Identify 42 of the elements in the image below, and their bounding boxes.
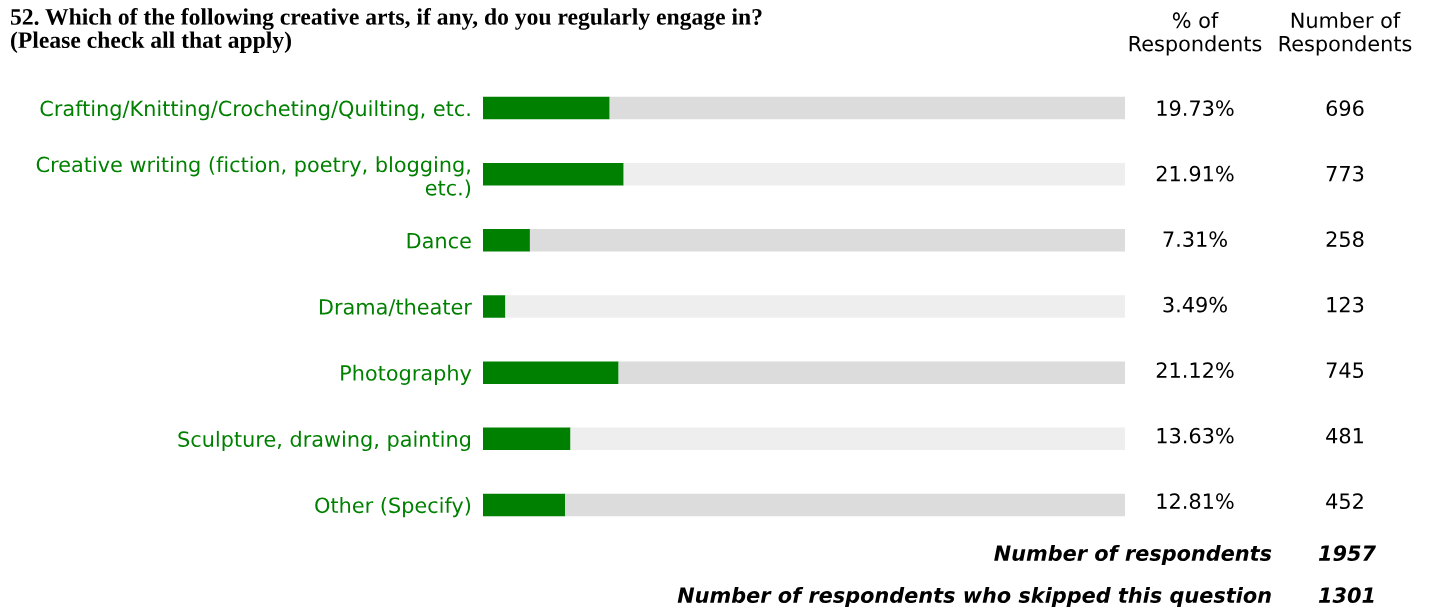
bar	[483, 229, 530, 252]
y-tick-label: Drama/theater	[319, 298, 472, 317]
text: 123	[1327, 296, 1364, 313]
y-tick-label: Creative writing (fiction, poetry, blogging, etc.)	[36, 156, 471, 199]
data-label: 21.91%	[1156, 165, 1234, 182]
bar	[483, 427, 571, 451]
y-tick-label: Dance	[407, 233, 471, 249]
data-label: 3.49%	[1163, 296, 1227, 313]
bar	[483, 493, 566, 517]
data-label: 7.31%	[1163, 231, 1227, 248]
text: 773	[1326, 165, 1364, 182]
bar	[483, 162, 624, 186]
data-label: 19.73%	[1157, 100, 1234, 117]
y-tick-label: Crafting/Knitting/Crocheting/Quilting, etc.	[40, 100, 470, 121]
y-tick-label: Photography	[341, 364, 472, 385]
bar	[483, 295, 506, 318]
bar	[505, 295, 1125, 318]
text: Number of respondents who skipped this question	[677, 586, 1271, 608]
y-tick-label: Other (Specify)	[315, 497, 471, 518]
y-tick-label: Sculpture, drawing, painting	[178, 430, 470, 452]
text: 745	[1326, 362, 1364, 379]
bar	[570, 427, 1125, 451]
text: 452	[1326, 493, 1363, 510]
bar	[565, 493, 1125, 517]
text: 1957	[1318, 545, 1376, 562]
data-label: 21.12%	[1156, 362, 1234, 379]
text: 1301	[1318, 587, 1374, 604]
text: 258	[1326, 231, 1364, 248]
bar	[483, 96, 610, 120]
bar	[618, 361, 1125, 384]
text: % of Respondents	[1129, 12, 1262, 56]
text: 696	[1326, 100, 1364, 117]
text: 481	[1326, 427, 1363, 444]
bar	[609, 96, 1125, 120]
data-label: 13.63%	[1157, 427, 1234, 444]
bar	[483, 361, 619, 384]
chart-title: 52. Which of the following creative arts, if any, do you regularly engage in? (Please check all that apply)	[10, 8, 762, 53]
data-label: 12.81%	[1157, 493, 1234, 510]
text: Number of respondents	[994, 544, 1272, 566]
bar	[623, 162, 1125, 186]
text: Number of Respondents	[1279, 12, 1412, 56]
bar	[529, 229, 1125, 252]
